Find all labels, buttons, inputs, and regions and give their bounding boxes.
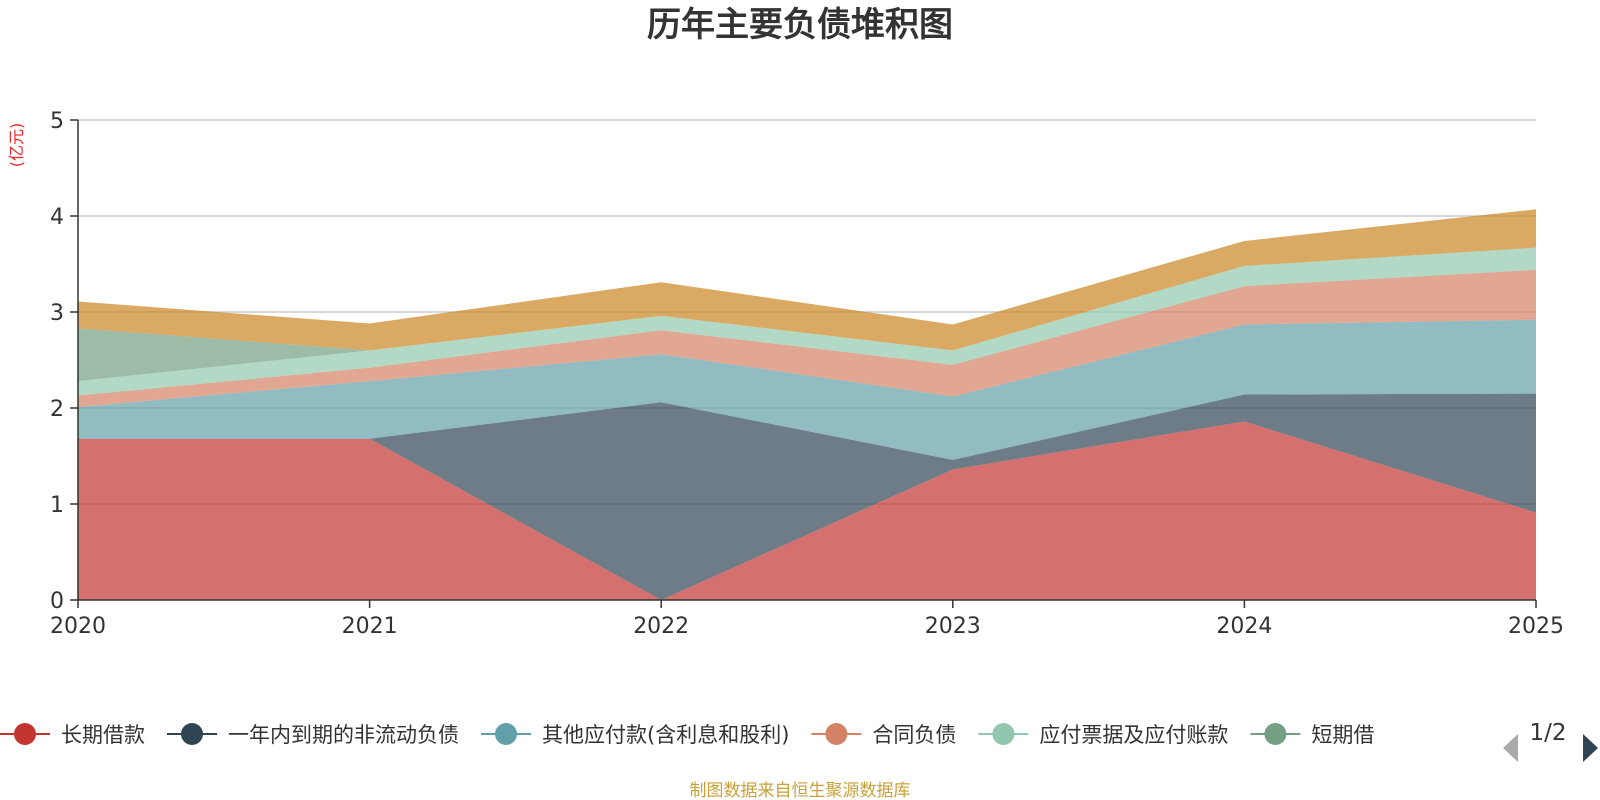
x-tick-label: 2021	[342, 614, 398, 639]
legend-next-arrow-icon[interactable]	[1583, 734, 1598, 762]
chart-title: 历年主要负债堆积图	[647, 5, 953, 45]
legend: 长期借款 一年内到期的非流动负债 其他应付款(含利息和股利) 合同负债 应付票据及应付账…	[0, 723, 1374, 747]
y-axis-unit: (亿元)	[7, 123, 26, 168]
legend-label: 其他应付款(含利息和股利)	[542, 723, 789, 747]
legend-label: 短期借	[1311, 723, 1374, 747]
legend-page-indicator: 1/2	[1529, 720, 1566, 746]
y-tick-label: 4	[50, 205, 64, 230]
y-tick-labels: 0 1 2 3 4 5	[50, 109, 78, 614]
legend-item[interactable]: 应付票据及应付账款	[978, 723, 1228, 747]
y-tick-label: 5	[50, 109, 64, 134]
y-tick-label: 2	[50, 397, 64, 422]
source-note: 制图数据来自恒生聚源数据库	[690, 781, 911, 800]
area-series-4[interactable]	[78, 247, 1536, 396]
area-series-2[interactable]	[78, 319, 1536, 460]
legend-marker-icon	[14, 723, 36, 745]
legend-label: 合同负债	[872, 723, 956, 747]
legend-item[interactable]: 合同负债	[811, 723, 956, 747]
legend-marker-icon	[181, 723, 203, 745]
area-series-6[interactable]	[78, 209, 1536, 351]
x-tick-labels: 2020 2021 2022 2023 2024 2025	[50, 600, 1564, 639]
legend-item[interactable]: 短期借	[1250, 723, 1374, 747]
area-series-0[interactable]	[78, 421, 1536, 600]
legend-marker-icon	[495, 723, 517, 745]
legend-label: 应付票据及应付账款	[1039, 723, 1228, 747]
legend-item[interactable]: 长期借款	[0, 723, 145, 747]
legend-marker-icon	[825, 723, 848, 745]
area-series-1[interactable]	[78, 393, 1536, 600]
x-tick-label: 2025	[1508, 614, 1564, 639]
y-tick-label: 3	[50, 301, 64, 326]
legend-item[interactable]: 其他应付款(含利息和股利)	[481, 723, 789, 747]
legend-marker-icon	[1264, 723, 1287, 745]
legend-item[interactable]: 一年内到期的非流动负债	[167, 723, 459, 747]
x-tick-label: 2024	[1216, 614, 1272, 639]
y-tick-label: 1	[50, 493, 64, 518]
x-tick-label: 2023	[925, 614, 981, 639]
area-series-3[interactable]	[78, 269, 1536, 408]
x-tick-label: 2020	[50, 614, 106, 639]
y-tick-label: 0	[50, 589, 64, 614]
legend-label: 长期借款	[61, 723, 145, 747]
stacked-areas	[78, 209, 1536, 600]
legend-marker-icon	[992, 723, 1015, 745]
x-tick-label: 2022	[633, 614, 689, 639]
axes	[77, 120, 1536, 601]
legend-pager: 1/2	[1503, 720, 1598, 762]
legend-prev-arrow-icon[interactable]	[1503, 734, 1518, 762]
legend-label: 一年内到期的非流动负债	[228, 723, 459, 747]
